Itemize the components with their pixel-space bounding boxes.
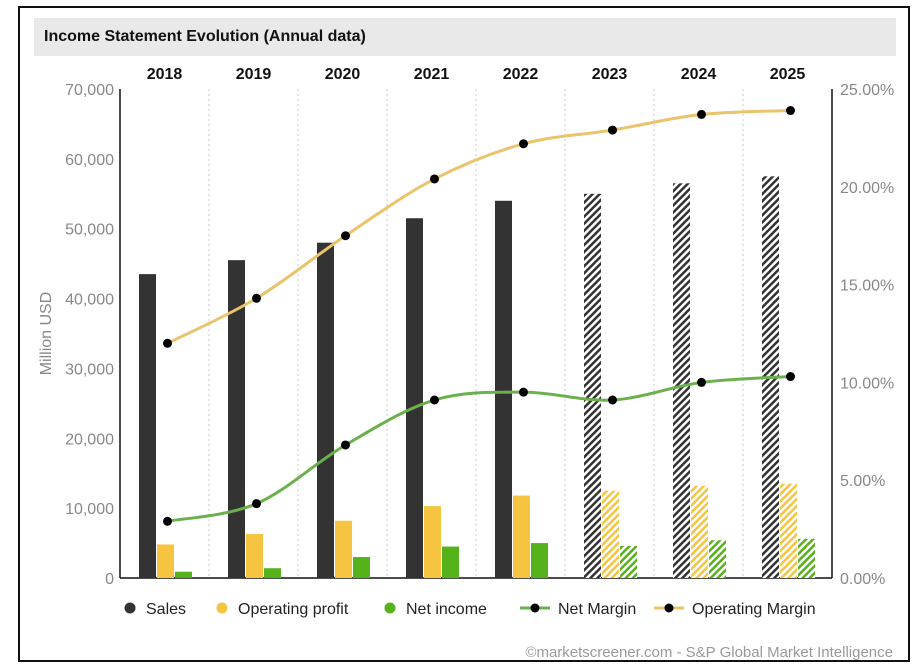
point-operating-margin [163, 338, 172, 348]
legend-marker-sales [124, 602, 136, 614]
y-axis-title: Million USD [38, 292, 55, 376]
legend-marker-operating-margin [664, 603, 674, 613]
legend-label-net-margin: Net Margin [558, 601, 636, 618]
x-tick-label: 2025 [770, 66, 806, 83]
bar-operating-profit [513, 495, 530, 578]
legend-label-sales: Sales [146, 601, 186, 618]
bar-sales [317, 242, 334, 578]
point-operating-margin [341, 231, 350, 241]
bar-sales [495, 200, 512, 578]
legend-marker-net-margin [530, 603, 540, 613]
legend-marker-operating-profit [216, 602, 228, 614]
y-tick-label: 10,000 [65, 501, 114, 518]
bar-net-income [175, 571, 192, 578]
chart-title: Income Statement Evolution (Annual data) [34, 18, 896, 56]
bar-operating-profit [246, 533, 263, 578]
point-net-margin [341, 440, 350, 450]
y2-tick-label: 15.00% [840, 278, 894, 295]
x-tick-label: 2023 [592, 66, 628, 83]
point-net-margin [786, 372, 795, 382]
y-tick-label: 20,000 [65, 431, 114, 448]
point-operating-margin [697, 109, 706, 119]
y-tick-label: 60,000 [65, 152, 114, 169]
y-tick-label: 0 [105, 571, 114, 588]
bar-operating-profit [691, 485, 708, 578]
bar-net-income [620, 545, 637, 578]
point-operating-margin [519, 139, 528, 149]
point-operating-margin [252, 293, 261, 303]
x-tick-label: 2021 [414, 66, 450, 83]
point-net-margin [519, 387, 528, 397]
bar-operating-profit [424, 506, 441, 578]
point-operating-margin [430, 174, 439, 184]
y-tick-label: 30,000 [65, 361, 114, 378]
y2-tick-label: 25.00% [840, 82, 894, 99]
bar-sales [406, 218, 423, 578]
bar-sales [228, 260, 245, 578]
legend-marker-net-income [384, 602, 396, 614]
bar-net-income [353, 557, 370, 578]
y2-tick-label: 5.00% [840, 473, 885, 490]
legend-label-operating-profit: Operating profit [238, 601, 349, 618]
point-net-margin [430, 395, 439, 405]
bar-net-income [798, 538, 815, 578]
bar-operating-profit [335, 520, 352, 578]
bar-sales [673, 183, 690, 579]
x-tick-label: 2020 [325, 66, 361, 83]
bar-operating-profit [157, 544, 174, 578]
x-tick-label: 2019 [236, 66, 272, 83]
legend-label-operating-margin: Operating Margin [692, 601, 816, 618]
y-tick-label: 40,000 [65, 292, 114, 309]
bar-net-income [442, 546, 459, 578]
bar-operating-profit [602, 490, 619, 578]
y-tick-label: 50,000 [65, 222, 114, 239]
bar-net-income [264, 568, 281, 578]
x-tick-label: 2024 [681, 66, 717, 83]
bar-net-income [709, 540, 726, 578]
bar-sales [584, 193, 601, 579]
bar-sales [139, 274, 156, 578]
point-net-margin [252, 499, 261, 509]
y2-tick-label: 20.00% [840, 180, 894, 197]
point-net-margin [608, 395, 617, 405]
y2-tick-label: 10.00% [840, 375, 894, 392]
bar-net-income [531, 543, 548, 578]
point-operating-margin [608, 125, 617, 135]
x-tick-label: 2018 [147, 66, 183, 83]
point-net-margin [163, 516, 172, 526]
legend-label-net-income: Net income [406, 601, 487, 618]
bar-operating-profit [780, 483, 797, 578]
y-tick-label: 70,000 [65, 82, 114, 99]
line-operating-margin [166, 109, 791, 345]
source-watermark: ©marketscreener.com - S&P Global Market … [525, 644, 893, 661]
point-net-margin [697, 377, 706, 387]
point-operating-margin [786, 106, 795, 116]
x-tick-label: 2022 [503, 66, 539, 83]
line-net-margin [167, 375, 791, 523]
y2-tick-label: 0.00% [840, 571, 885, 588]
